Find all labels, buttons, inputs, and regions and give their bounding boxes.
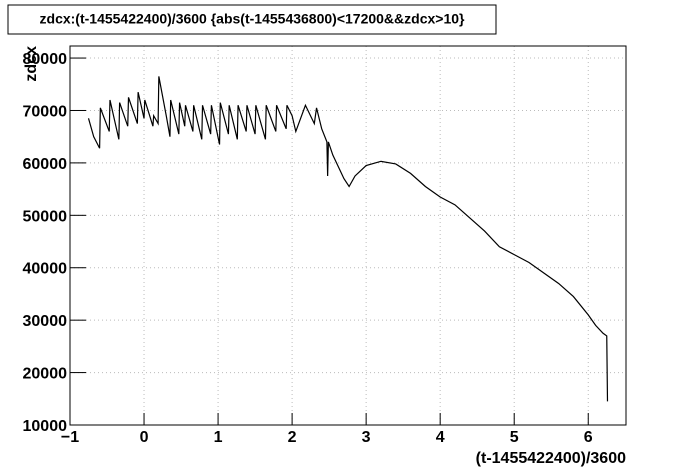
x-tick-label: 4 [436, 429, 445, 446]
y-axis-label: zdcx [23, 46, 40, 82]
x-tick-label: 0 [140, 429, 149, 446]
plot-frame [69, 45, 627, 426]
chart-title: zdcx:(t-1455422400)/3600 {abs(t-14554368… [40, 11, 466, 27]
y-tick-label: 10000 [23, 418, 68, 435]
x-tick-label: −1 [61, 429, 79, 446]
y-tick-label: 40000 [23, 261, 68, 278]
y-tick-label: 30000 [23, 313, 68, 330]
y-tick-label: 60000 [23, 156, 68, 173]
title-box [7, 4, 497, 35]
x-tick-label: 5 [510, 429, 519, 446]
x-tick-label: 2 [288, 429, 297, 446]
x-tick-label: 6 [584, 429, 593, 446]
data-line [87, 76, 609, 402]
y-tick-label: 20000 [23, 366, 68, 383]
x-tick-label: 3 [362, 429, 371, 446]
x-axis-label: (t-1455422400)/3600 [476, 450, 626, 467]
y-tick-label: 80000 [23, 51, 68, 68]
x-tick-label: 1 [214, 429, 223, 446]
y-tick-label: 50000 [23, 208, 68, 225]
y-tick-label: 70000 [23, 103, 68, 120]
